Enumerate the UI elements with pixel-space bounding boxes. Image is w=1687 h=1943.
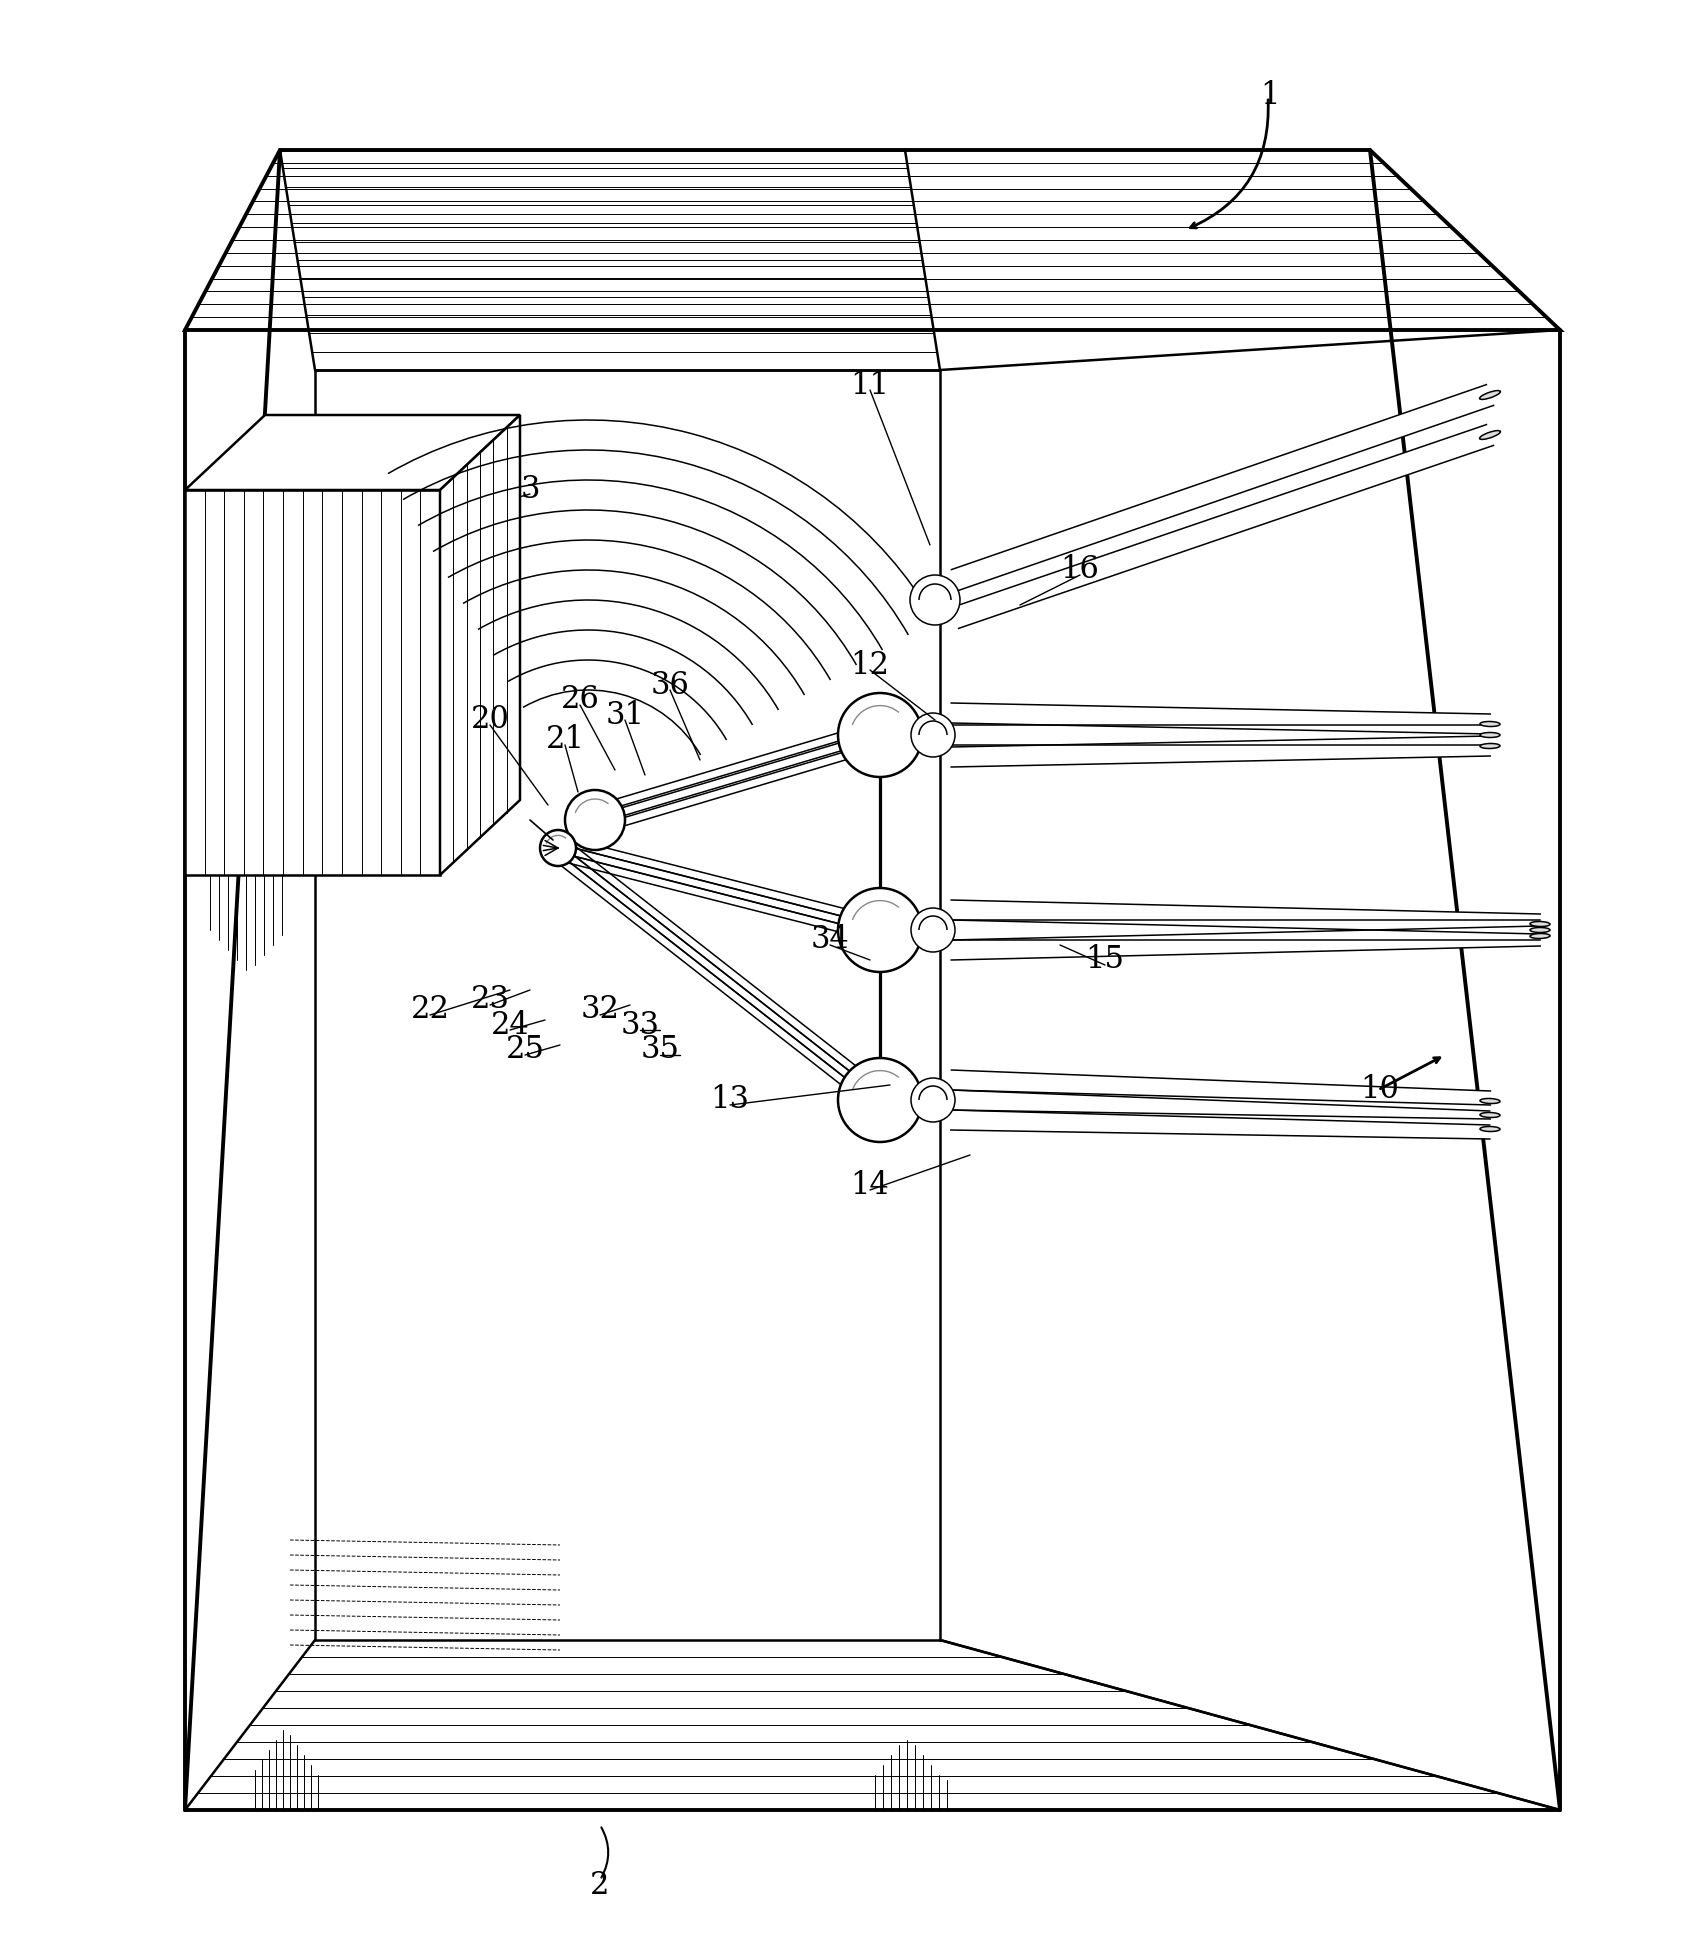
Ellipse shape [1479,1098,1500,1104]
Polygon shape [951,900,1540,935]
Ellipse shape [1479,1113,1500,1117]
Text: 31: 31 [606,699,644,731]
Text: 12: 12 [850,649,889,680]
Ellipse shape [1530,933,1550,938]
Polygon shape [951,1090,1490,1125]
Polygon shape [951,703,1490,734]
Text: 3: 3 [520,474,540,505]
Ellipse shape [1530,921,1550,927]
Circle shape [838,694,923,777]
Text: 36: 36 [651,670,690,701]
Text: 16: 16 [1061,554,1100,585]
Polygon shape [951,927,1540,960]
Polygon shape [951,919,1540,940]
Text: 26: 26 [560,684,599,715]
Text: 1: 1 [1260,80,1280,111]
Polygon shape [951,1109,1490,1139]
Circle shape [909,575,960,626]
Ellipse shape [1479,431,1500,439]
Polygon shape [186,490,440,874]
Text: 11: 11 [850,369,889,400]
Ellipse shape [1530,927,1550,933]
Polygon shape [186,150,1560,330]
Circle shape [911,907,955,952]
Circle shape [540,830,575,867]
Text: 34: 34 [811,925,849,956]
Text: 10: 10 [1360,1074,1400,1106]
Polygon shape [951,725,1490,744]
Text: 33: 33 [621,1010,660,1041]
Text: 22: 22 [410,995,449,1026]
Ellipse shape [1479,391,1500,400]
Polygon shape [951,385,1493,591]
Polygon shape [440,416,520,874]
Ellipse shape [1479,1127,1500,1131]
Polygon shape [950,1071,1490,1111]
Polygon shape [186,416,520,490]
Polygon shape [951,426,1493,628]
Text: 20: 20 [471,705,509,736]
Text: 13: 13 [710,1084,749,1115]
Text: 25: 25 [506,1034,545,1065]
Polygon shape [951,736,1490,767]
Text: 23: 23 [471,985,509,1016]
Text: 24: 24 [491,1010,530,1041]
Circle shape [565,791,624,849]
Circle shape [838,888,923,972]
Circle shape [911,1078,955,1121]
Text: 35: 35 [641,1034,680,1065]
Ellipse shape [1479,744,1500,748]
Circle shape [838,1059,923,1142]
Circle shape [911,713,955,758]
Text: 32: 32 [580,995,619,1026]
Text: 14: 14 [850,1170,889,1201]
Text: 2: 2 [590,1869,609,1900]
Text: 15: 15 [1085,944,1125,975]
Text: 21: 21 [545,725,584,756]
Ellipse shape [1479,721,1500,727]
Ellipse shape [1479,733,1500,738]
